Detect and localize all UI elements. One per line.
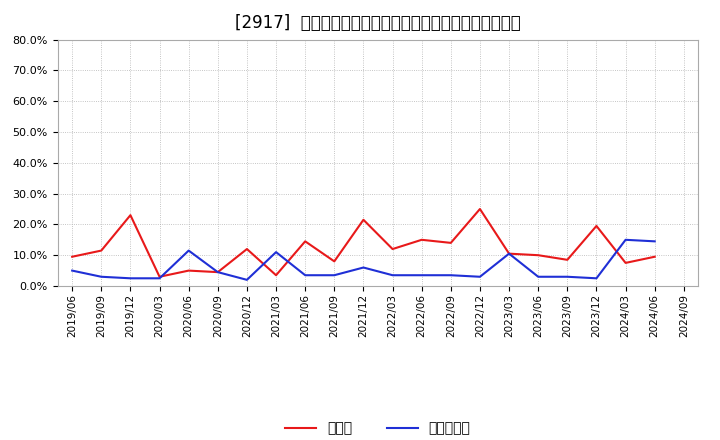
現預金 — [271, 272, 280, 278]
有利子負債 — [97, 274, 106, 279]
現預金 — [592, 223, 600, 229]
現預金 — [359, 217, 368, 222]
有利子負債 — [213, 269, 222, 275]
Title: [2917]  現預金、有利子負債の総資産に対する比率の推移: [2917] 現預金、有利子負債の総資産に対する比率の推移 — [235, 15, 521, 33]
Line: 現預金: 現預金 — [72, 209, 654, 277]
Line: 有利子負債: 有利子負債 — [72, 240, 654, 280]
現預金 — [126, 213, 135, 218]
有利子負債 — [534, 274, 543, 279]
現預金 — [505, 251, 513, 256]
現預金 — [621, 260, 630, 265]
有利子負債 — [243, 277, 251, 282]
現預金 — [650, 254, 659, 259]
現預金 — [563, 257, 572, 262]
有利子負債 — [184, 248, 193, 253]
現預金 — [156, 274, 164, 279]
現預金 — [243, 246, 251, 252]
現預金 — [97, 248, 106, 253]
現預金 — [184, 268, 193, 273]
有利子負債 — [388, 272, 397, 278]
有利子負債 — [68, 268, 76, 273]
有利子負債 — [271, 249, 280, 255]
有利子負債 — [505, 251, 513, 256]
有利子負債 — [359, 265, 368, 270]
Legend: 現預金, 有利子負債: 現預金, 有利子負債 — [285, 421, 471, 435]
現預金 — [330, 259, 338, 264]
有利子負債 — [330, 272, 338, 278]
現預金 — [446, 240, 455, 246]
有利子負債 — [563, 274, 572, 279]
有利子負債 — [650, 238, 659, 244]
有利子負債 — [446, 272, 455, 278]
有利子負債 — [621, 237, 630, 242]
有利子負債 — [592, 275, 600, 281]
有利子負債 — [476, 274, 485, 279]
現預金 — [418, 237, 426, 242]
現預金 — [301, 238, 310, 244]
有利子負債 — [126, 275, 135, 281]
有利子負債 — [418, 272, 426, 278]
有利子負債 — [156, 275, 164, 281]
現預金 — [388, 246, 397, 252]
現預金 — [68, 254, 76, 259]
現預金 — [213, 269, 222, 275]
現預金 — [476, 206, 485, 212]
現預金 — [534, 253, 543, 258]
有利子負債 — [301, 272, 310, 278]
